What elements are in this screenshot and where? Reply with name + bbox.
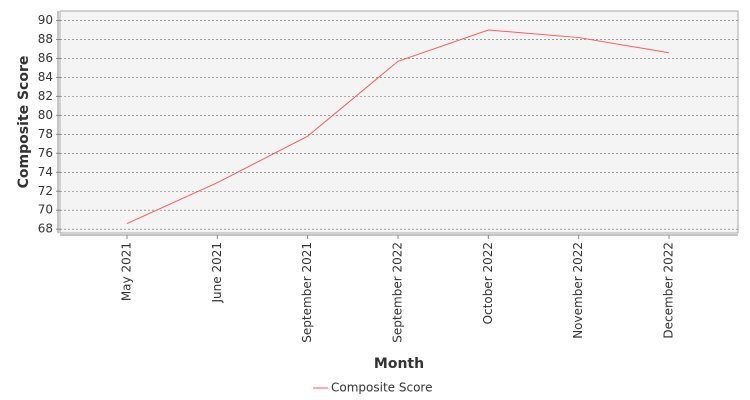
plot: 68 70 72 74 76 78 80 82 84 86 88 90 May 2021 June 202… <box>38 11 738 343</box>
x-tick-label: November 2022 <box>571 242 585 339</box>
x-tick-label: May 2021 <box>120 242 134 301</box>
y-tick-label: 74 <box>38 165 53 179</box>
y-tick-label: 90 <box>38 13 53 27</box>
y-tick-label: 70 <box>38 203 53 217</box>
y-axis-title: Composite Score <box>16 56 32 189</box>
x-tick-label: June 2021 <box>210 242 224 304</box>
y-tick-label: 80 <box>38 108 53 122</box>
y-tick-label: 68 <box>38 222 53 236</box>
x-tick-label: September 2021 <box>300 242 314 343</box>
y-tick-label: 76 <box>38 146 53 160</box>
x-tick-label: September 2022 <box>391 242 405 343</box>
x-tick-label: December 2022 <box>662 242 676 339</box>
x-axis-title: Month <box>374 356 424 372</box>
y-tick-label: 78 <box>38 127 53 141</box>
y-tick-label: 86 <box>38 51 53 65</box>
y-tick-label: 88 <box>38 32 53 46</box>
line-series <box>126 29 670 224</box>
legend-label: Composite Score <box>331 381 432 395</box>
y-tick-label: 82 <box>38 89 53 103</box>
x-tick-label: October 2022 <box>481 242 495 324</box>
plot-area <box>59 10 739 234</box>
y-tick-label: 84 <box>38 70 53 84</box>
y-tick-label: 72 <box>38 184 53 198</box>
